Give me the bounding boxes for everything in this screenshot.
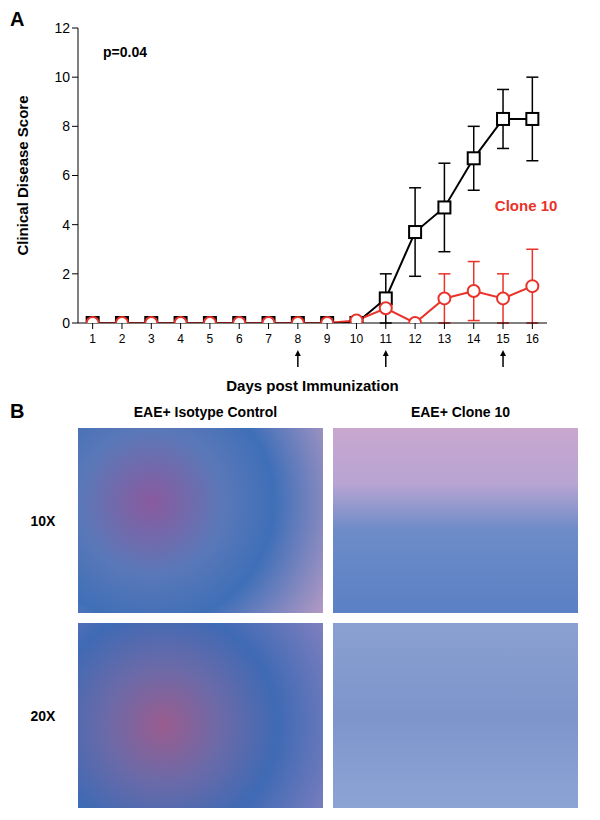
svg-text:11: 11 [380,332,393,346]
html-text:10X: 10X [30,512,56,529]
svg-text:4: 4 [177,332,184,346]
html-text:p=0.04: p=0.04 [103,44,147,60]
svg-text:7: 7 [265,332,272,346]
html-text:B: B [10,400,25,422]
svg-text:8: 8 [62,118,70,134]
svg-text:10: 10 [350,332,364,346]
svg-text:5: 5 [207,332,214,346]
svg-text:6: 6 [236,332,243,346]
svg-text:0: 0 [62,315,70,331]
svg-text:14: 14 [467,332,481,346]
html-text:A: A [10,8,25,30]
svg-text:2: 2 [119,332,126,346]
svg-text:3: 3 [148,332,155,346]
svg-text:Clone 10: Clone 10 [495,197,558,214]
svg-text:2: 2 [62,266,70,282]
svg-text:16: 16 [526,332,540,346]
svg-text:Days post Immunization: Days post Immunization [226,377,399,394]
html-text:20X: 20X [30,707,56,724]
svg-text:9: 9 [324,332,331,346]
svg-text:15: 15 [496,332,510,346]
svg-text:12: 12 [408,332,422,346]
svg-text:Clinical Disease Score: Clinical Disease Score [14,95,31,255]
svg-text:1: 1 [89,332,96,346]
html-text:EAE+ Isotype Control: EAE+ Isotype Control [133,404,278,420]
svg-text:8: 8 [295,332,302,346]
svg-text:4: 4 [62,217,70,233]
svg-text:12: 12 [54,20,70,36]
svg-text:10: 10 [54,69,70,85]
svg-text:6: 6 [62,167,70,183]
html-text:EAE+ Clone 10: EAE+ Clone 10 [410,404,511,420]
svg-text:13: 13 [438,332,452,346]
